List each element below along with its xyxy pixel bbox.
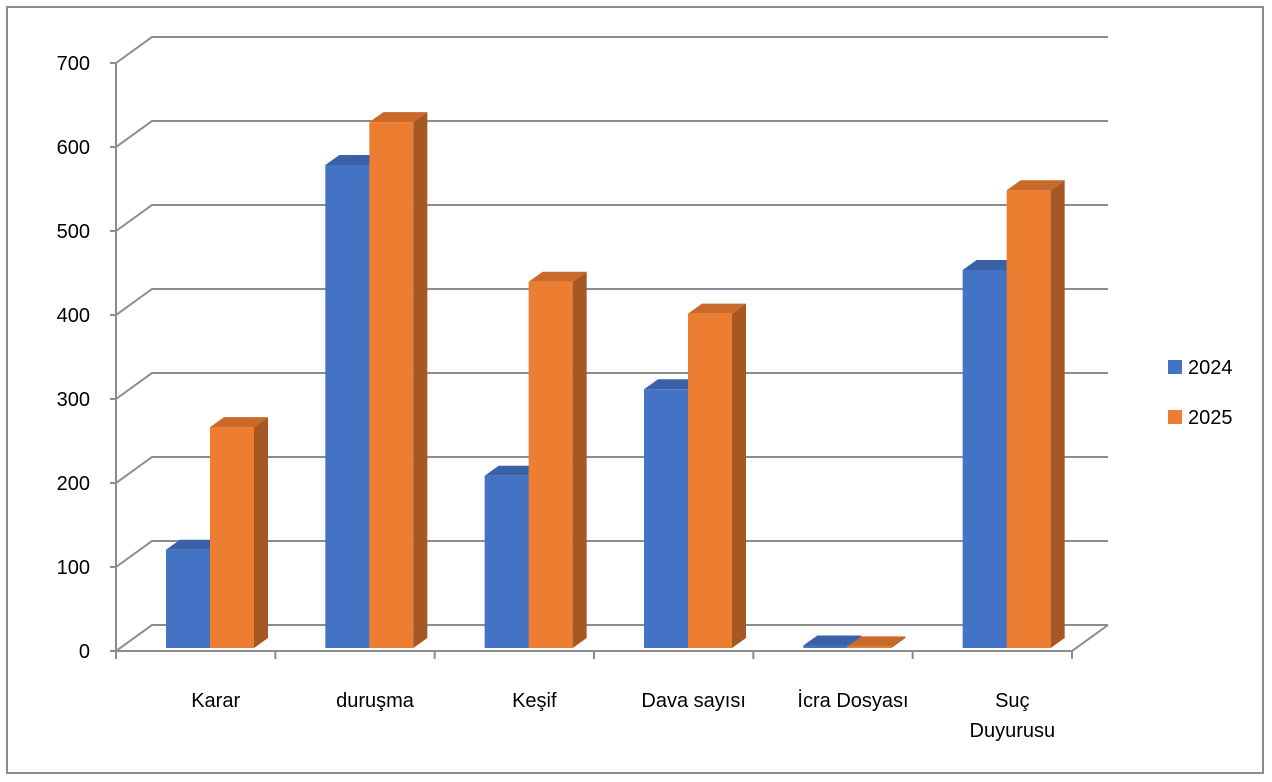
y-tick-label: 300 [57,389,90,411]
bar-side [572,271,587,648]
legend-swatch-2024 [1168,360,1182,374]
legend-label-2025: 2025 [1188,407,1233,429]
gridline [115,204,1108,232]
bar-top [803,635,862,646]
bar-top [166,539,224,550]
bar-top [1006,180,1065,191]
bar-2025-5 [1006,180,1065,648]
bar-front [210,427,254,648]
legend-label-2024: 2024 [1188,357,1233,379]
bar-top [688,303,746,314]
bar-2025-2 [528,271,587,648]
bar-top [484,465,543,476]
gridline [115,288,1108,316]
bar-top [369,112,428,123]
bar-front [644,389,688,648]
gridline [115,372,1108,400]
bar-chart: 0 100 200 300 400 500 600 700 Karar duruşma Keşif D… [57,36,1233,742]
bar-front [484,475,529,648]
bar-front [166,549,210,648]
labels-layer: 0 100 200 300 400 500 600 700 Karar duruşma Keşif D… [57,53,1056,742]
bar-2025-3 [688,303,746,648]
bar-front [688,313,732,648]
bar-front [1006,190,1051,648]
gridline [115,120,1108,148]
bar-top [210,417,268,428]
bar-top [644,379,702,390]
x-category-label: duruşma [336,690,415,712]
bar-2025-0 [210,417,268,648]
y-tick-label: 0 [79,641,90,663]
x-category-label: Dava sayısı [641,690,745,712]
bar-front [325,165,370,648]
bar-front [528,281,573,648]
y-tick-label: 100 [57,557,90,579]
gridline [115,456,1108,484]
legend: 2024 2025 [1168,357,1233,429]
bar-front [847,646,892,648]
y-tick-label: 400 [57,305,90,327]
gridline [115,36,1108,64]
bar-2025-4 [847,636,906,648]
bar-2025-1 [369,112,428,648]
chart-frame: 0 100 200 300 400 500 600 700 Karar duruşma Keşif D… [6,6,1264,774]
y-tick-label: 600 [57,137,90,159]
bar-front [962,270,1007,648]
y-tick-label: 500 [57,221,90,243]
bar-side [891,636,906,648]
bar-side [1050,180,1065,648]
axis-layer [110,62,1109,659]
legend-swatch-2025 [1168,410,1182,424]
bar-side [413,112,428,648]
x-category-label: Karar [191,690,240,712]
y-tick-label: 200 [57,473,90,495]
gridline [115,540,1108,568]
bar-top [847,636,906,647]
x-category-label: Suç [995,690,1029,712]
gridline [115,624,1108,652]
bar-top [962,260,1021,270]
bar-front [369,122,414,648]
bar-top [325,155,384,165]
bar-side [732,303,746,648]
x-category-label: İcra Dosyası [797,689,908,712]
grid-layer [115,36,1108,652]
y-tick-label: 700 [57,53,90,75]
x-category-label: Keşif [512,690,557,712]
x-category-label: Duyurusu [970,720,1056,742]
bar-side [254,417,268,648]
bar-top [528,271,587,282]
bar-front [803,645,848,648]
bars-layer [166,112,1065,648]
